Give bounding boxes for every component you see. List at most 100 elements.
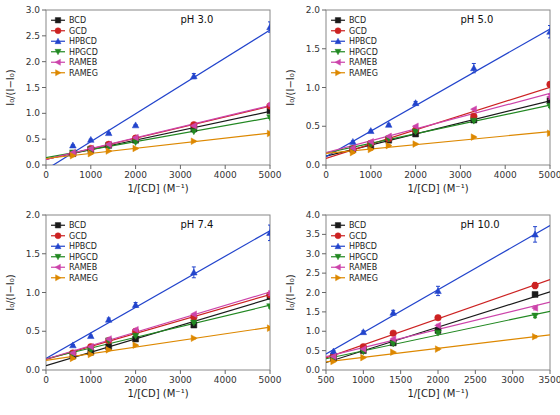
panel: 0100020003000400050000.00.51.01.52.01/[C… [5,210,282,399]
plot-area [326,226,550,365]
y-tick [322,331,326,332]
point [350,149,356,156]
x-tick-label: 3000 [169,375,192,385]
panel: 0100020003000400050000.00.51.01.52.01/[C… [285,5,560,194]
point [360,329,367,335]
x-tick [326,370,327,374]
y-tick-label: 0.0 [26,365,41,375]
fit-line [46,231,270,359]
point [532,305,538,312]
point [267,290,270,297]
x-tick-label: 3500 [539,375,560,385]
x-tick-label: 3000 [169,170,192,180]
legend-label: HPGCD [69,48,98,57]
y-tick-label: 0.0 [306,160,321,170]
y-tick [42,331,46,332]
x-tick [326,165,327,169]
point [191,269,198,275]
x-tick [46,165,47,169]
x-tick [438,370,439,374]
x-tick [512,370,513,374]
point [191,138,197,145]
legend-marker [55,28,61,34]
point [350,138,357,144]
legend-marker [335,49,341,54]
fit-line [46,133,270,158]
x-tick-label: 5000 [259,375,282,385]
y-tick-label: 2.5 [306,268,320,278]
legend-marker [55,264,60,270]
x-tick [270,165,271,169]
legend: BCDGCDHPBCDHPGCDRAMEBRAMEG [51,16,98,78]
x-tick-label: 5000 [539,170,560,180]
y-axis-label: I₀/(I−I₀) [285,274,296,311]
legend: BCDGCDHPBCDHPGCDRAMEBRAMEG [331,221,378,283]
legend-label: HPGCD [349,253,378,262]
y-tick-label: 1.0 [306,326,321,336]
point [547,81,550,88]
y-tick [322,370,326,371]
y-tick [322,234,326,235]
legend-label: HPGCD [69,253,98,262]
x-axis-label: 1/[CD] (M⁻¹) [127,388,188,399]
legend-marker [55,233,61,239]
point [88,333,95,339]
plot-area [326,26,550,159]
point [70,342,77,348]
y-tick [322,292,326,293]
point [267,24,270,30]
y-tick-label: 2.0 [26,210,41,220]
x-tick [505,165,506,169]
point [88,351,94,358]
legend: BCDGCDHPBCDHPGCDRAMEBRAMEG [51,221,98,283]
point [532,282,539,289]
point [105,130,112,136]
legend-marker [55,254,61,259]
point [390,309,397,315]
point [191,129,198,135]
x-tick-label: 2000 [124,170,147,180]
y-tick-label: 3.5 [306,229,320,239]
legend-label: RAMEB [69,263,97,272]
legend-marker [55,59,60,65]
x-tick-label: 1000 [79,375,102,385]
point [106,347,112,354]
legend-label: GCD [69,232,87,241]
y-tick [322,350,326,351]
x-tick [270,370,271,374]
point [360,346,366,353]
panel-title: pH 3.0 [180,14,213,25]
plot-area [46,22,270,165]
point [435,322,441,329]
y-tick-label: 0.0 [26,160,41,170]
y-tick-label: 0.5 [26,326,40,336]
y-tick [42,165,46,166]
legend-label: GCD [349,232,367,241]
point [413,141,419,148]
legend-marker [56,70,61,76]
x-tick [225,165,226,169]
y-tick [42,35,46,36]
fit-line [46,106,270,160]
y-tick [42,61,46,62]
point [435,314,442,321]
legend-label: HPBCD [69,242,97,251]
fit-line [326,105,550,153]
point [132,134,138,141]
legend-marker [335,28,341,34]
legend-label: HPBCD [69,37,97,46]
panel-title: pH 7.4 [180,219,213,230]
legend-label: RAMEB [349,263,377,272]
point [105,336,111,343]
fit-line [46,299,270,366]
x-tick [90,165,91,169]
legend-marker [335,38,341,43]
x-tick-label: 1000 [359,170,382,180]
y-axis-label: I₀/(I−I₀) [5,69,16,106]
point [267,304,270,310]
x-tick [225,370,226,374]
x-tick-label: 0 [323,170,329,180]
legend-marker [335,59,340,65]
point [267,101,270,108]
x-axis-label: 1/[CD] (M⁻¹) [407,183,468,194]
